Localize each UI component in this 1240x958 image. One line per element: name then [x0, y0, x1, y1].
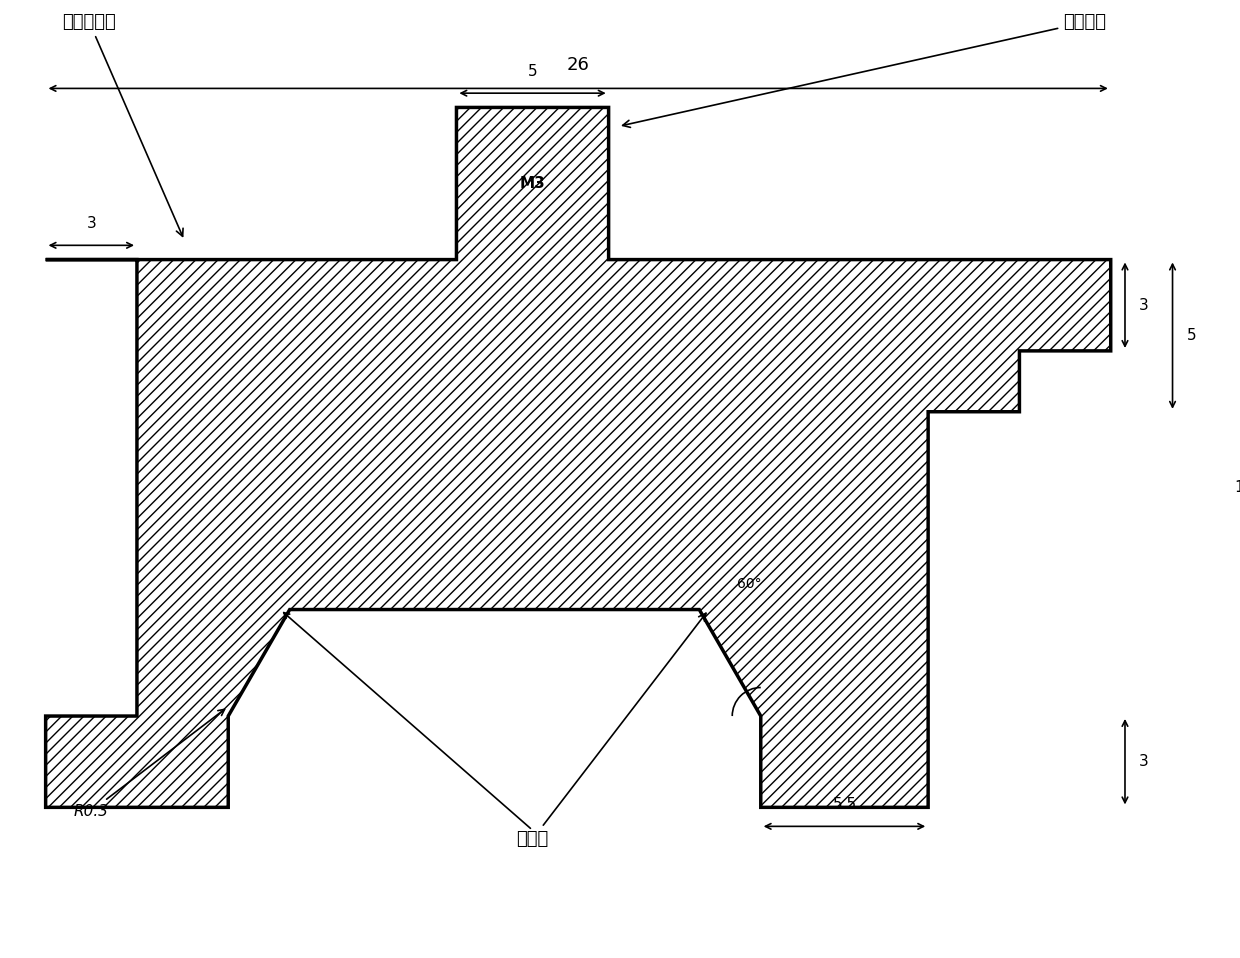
- Text: 26: 26: [567, 57, 590, 74]
- Text: 5: 5: [1187, 329, 1197, 343]
- Text: 3: 3: [1140, 298, 1149, 312]
- Text: 5: 5: [528, 64, 537, 79]
- Text: 5.5: 5.5: [832, 797, 857, 812]
- Text: 15: 15: [1234, 480, 1240, 495]
- Text: 60°: 60°: [737, 577, 761, 590]
- Text: M3: M3: [520, 176, 546, 191]
- Text: 施力刀卡槽: 施力刀卡槽: [62, 13, 184, 237]
- Text: 3: 3: [87, 217, 97, 231]
- Text: R0.3: R0.3: [73, 709, 224, 819]
- Text: 支撑刀: 支撑刀: [516, 613, 706, 848]
- Polygon shape: [46, 107, 1111, 808]
- Text: 加载螺孔: 加载螺孔: [622, 13, 1106, 127]
- Text: 3: 3: [1140, 754, 1149, 769]
